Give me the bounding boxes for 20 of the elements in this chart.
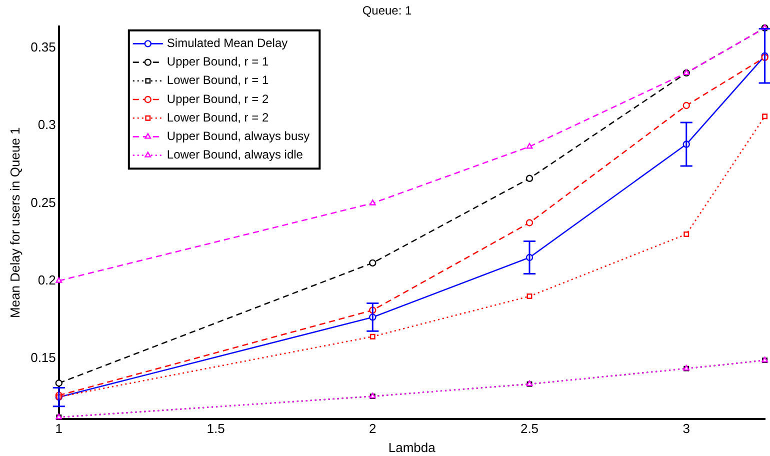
legend-label: Upper Bound, r = 1 — [166, 54, 269, 69]
chart-title: Queue: 1 — [362, 4, 412, 18]
y-tick-label: 0.2 — [38, 272, 56, 288]
legend-label: Upper Bound, always busy — [166, 129, 310, 144]
legend-label: Simulated Mean Delay — [166, 36, 288, 50]
legend-label: Lower Bound, r = 1 — [166, 73, 269, 88]
legend-label: Lower Bound, r = 2 — [166, 110, 269, 124]
x-tick-label: 2 — [369, 421, 376, 436]
x-tick-label: 3 — [682, 421, 690, 436]
legend-label: Lower Bound, always idle — [166, 148, 304, 162]
x-tick-label: 1.5 — [206, 421, 225, 436]
x-axis-title: Lambda — [388, 440, 436, 455]
legend-label: Upper Bound, r = 2 — [166, 92, 269, 106]
y-tick-label: 0.3 — [38, 117, 56, 132]
y-tick-label: 0.25 — [30, 194, 56, 210]
y-tick-label: 0.35 — [30, 40, 56, 55]
y-tick-label: 0.15 — [30, 350, 56, 365]
x-tick-label: 2.5 — [520, 421, 539, 436]
x-tick-label: 1 — [55, 421, 63, 436]
y-axis-title: Mean Delay for users in Queue 1 — [7, 127, 22, 318]
